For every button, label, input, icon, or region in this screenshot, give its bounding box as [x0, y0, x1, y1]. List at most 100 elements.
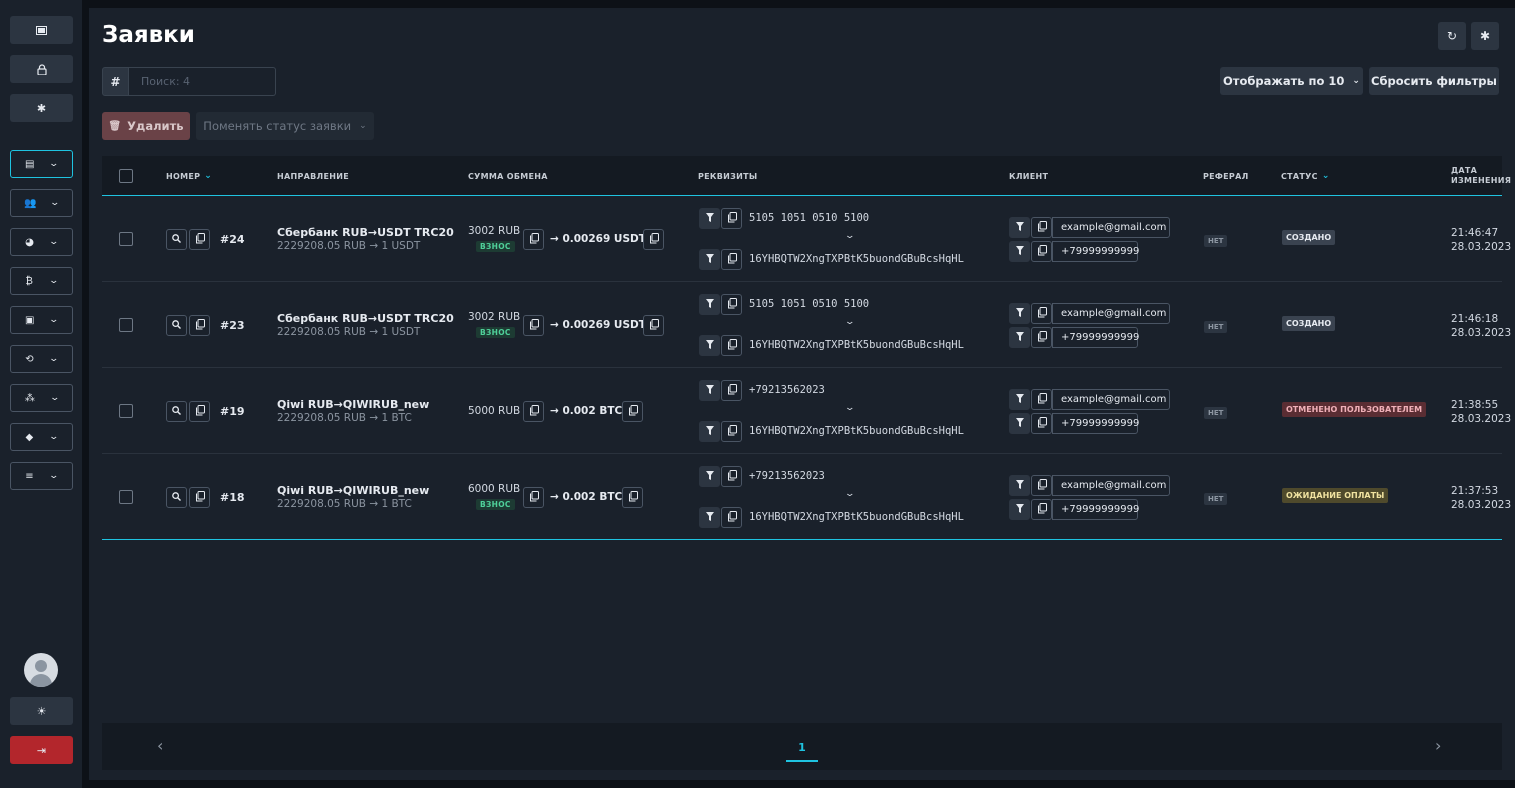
lock-icon[interactable]	[10, 55, 73, 83]
copy-amount-from-button[interactable]	[523, 229, 544, 250]
filter-button[interactable]	[699, 335, 720, 356]
row-checkbox[interactable]	[119, 232, 133, 246]
main-panel: Заявки ↻ ✱ # Отображать по 10 ⌄ Сбросить…	[89, 8, 1515, 780]
copy-button[interactable]	[721, 421, 742, 442]
filter-icon	[1015, 503, 1024, 516]
reset-filters-button[interactable]: Сбросить фильтры	[1369, 67, 1499, 95]
header-number[interactable]: НОМЕР ⌄	[166, 171, 213, 181]
filter-button[interactable]	[1009, 475, 1030, 496]
filter-button[interactable]	[1009, 217, 1030, 238]
copy-button[interactable]	[1031, 303, 1052, 324]
avatar[interactable]	[24, 653, 58, 687]
window-icon[interactable]	[10, 16, 73, 44]
copy-button[interactable]	[1031, 389, 1052, 410]
copy-amount-from-button[interactable]	[523, 401, 544, 422]
filter-button[interactable]	[699, 421, 720, 442]
copy-amount-to-button[interactable]	[643, 315, 664, 336]
sun-icon[interactable]: ☀	[10, 697, 73, 725]
copy-amount-to-button[interactable]	[622, 401, 643, 422]
filter-button[interactable]	[1009, 413, 1030, 434]
filter-icon	[705, 339, 714, 352]
view-button[interactable]	[166, 229, 187, 250]
sidebar-item-orders[interactable]: ▤ ⌄	[10, 150, 73, 178]
page-title: Заявки	[102, 22, 195, 48]
copy-amount-from-button[interactable]	[523, 315, 544, 336]
copy-button[interactable]	[189, 401, 210, 422]
header-status[interactable]: СТАТУС ⌄	[1281, 171, 1330, 181]
view-button[interactable]	[166, 315, 187, 336]
page-1-button[interactable]: 1	[786, 734, 818, 762]
filter-button[interactable]	[699, 294, 720, 315]
copy-icon	[727, 469, 737, 484]
copy-button[interactable]	[1031, 217, 1052, 238]
view-button[interactable]	[166, 401, 187, 422]
change-status-select[interactable]: Поменять статус заявки ⌄	[196, 112, 374, 140]
filter-button[interactable]	[1009, 499, 1030, 520]
copy-button[interactable]	[721, 335, 742, 356]
logout-button[interactable]: ⇥	[10, 736, 73, 764]
sidebar-item-crypto[interactable]: ₿ ⌄	[10, 267, 73, 295]
filter-button[interactable]	[699, 507, 720, 528]
copy-button[interactable]	[189, 487, 210, 508]
search-input[interactable]	[129, 67, 276, 96]
next-page-button[interactable]: ›	[1435, 736, 1442, 755]
copy-button[interactable]	[189, 315, 210, 336]
diamond-icon: ◆	[25, 431, 34, 443]
client-phone: +79999999999	[1052, 241, 1139, 262]
status-badge: ОТМЕНЕНО ПОЛЬЗОВАТЕЛЕМ	[1282, 402, 1427, 417]
sidebar-item-finance[interactable]: ◕ ⌄	[10, 228, 73, 256]
copy-button[interactable]	[721, 294, 742, 315]
copy-amount-to-button[interactable]	[622, 487, 643, 508]
copy-button[interactable]	[189, 229, 210, 250]
filter-button[interactable]	[699, 380, 720, 401]
copy-button[interactable]	[1031, 475, 1052, 496]
copy-amount-from-button[interactable]	[523, 487, 544, 508]
row-checkbox[interactable]	[119, 490, 133, 504]
copy-amount-to-button[interactable]	[643, 229, 664, 250]
copy-button[interactable]	[721, 249, 742, 270]
per-page-select[interactable]: Отображать по 10 ⌄	[1220, 67, 1363, 95]
filter-button[interactable]	[699, 466, 720, 487]
copy-button[interactable]	[1031, 499, 1052, 520]
filter-button[interactable]	[1009, 327, 1030, 348]
view-button[interactable]	[166, 487, 187, 508]
date-date: 28.03.2023	[1451, 499, 1512, 511]
chevron-down-icon: ⌄	[1352, 76, 1360, 86]
sidebar-item-partners[interactable]: ◆ ⌄	[10, 423, 73, 451]
sidebar-item-exchange[interactable]: ⟲ ⌄	[10, 345, 73, 373]
refresh-button[interactable]: ↻	[1438, 22, 1466, 50]
filter-button[interactable]	[1009, 241, 1030, 262]
copy-button[interactable]	[1031, 413, 1052, 434]
copy-button[interactable]	[721, 466, 742, 487]
delete-button[interactable]: 🗑 Удалить	[102, 112, 190, 140]
copy-button[interactable]	[1031, 241, 1052, 262]
chevron-down-icon: ⌄	[49, 393, 60, 403]
gear-icon[interactable]: ✱	[10, 94, 73, 122]
filter-button[interactable]	[699, 249, 720, 270]
sidebar-item-users[interactable]: 👥 ⌄	[10, 189, 73, 217]
filter-button[interactable]	[1009, 389, 1030, 410]
filter-button[interactable]	[1009, 303, 1030, 324]
copy-button[interactable]	[721, 507, 742, 528]
change-status-label: Поменять статус заявки	[203, 119, 352, 133]
sidebar-item-content[interactable]: ≡ ⌄	[10, 462, 73, 490]
amount-from: 6000 RUB	[468, 483, 521, 495]
chevron-down-icon: ⌄	[48, 159, 60, 169]
client-email: example@gmail.com	[1052, 389, 1170, 410]
copy-button[interactable]	[1031, 327, 1052, 348]
sidebar-item-team[interactable]: ⁂ ⌄	[10, 384, 73, 412]
order-number: #24	[220, 233, 245, 246]
sidebar-item-cards[interactable]: ▣ ⌄	[10, 306, 73, 334]
chevron-down-icon: ⌄	[48, 432, 60, 442]
settings-button[interactable]: ✱	[1471, 22, 1499, 50]
row-checkbox[interactable]	[119, 318, 133, 332]
copy-button[interactable]	[721, 380, 742, 401]
copy-button[interactable]	[721, 208, 742, 229]
filter-button[interactable]	[699, 208, 720, 229]
prev-page-button[interactable]: ‹	[157, 736, 164, 755]
refresh-icon: ↻	[1446, 29, 1458, 43]
select-all-checkbox[interactable]	[119, 169, 133, 183]
row-checkbox[interactable]	[119, 404, 133, 418]
search-icon	[172, 319, 181, 332]
direction-title: Сбербанк RUB→USDT TRC20	[277, 312, 454, 325]
